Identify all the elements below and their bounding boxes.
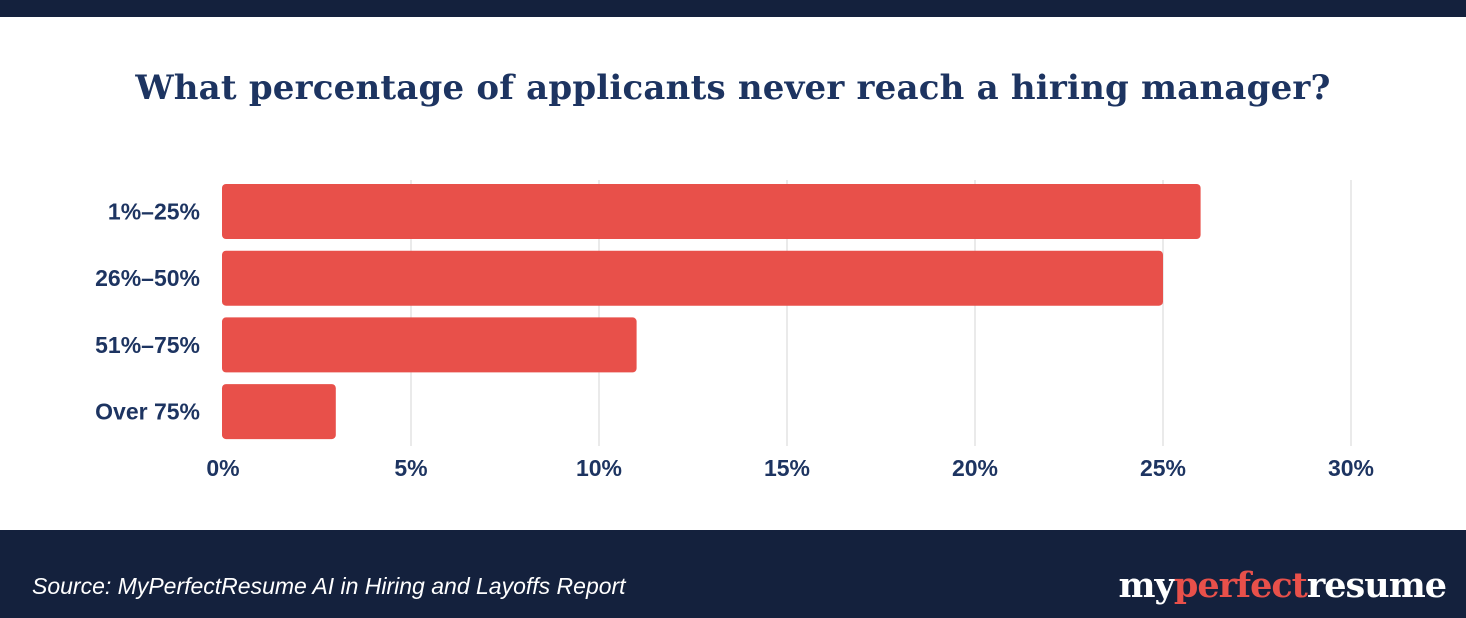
source-note: Source: MyPerfectResume AI in Hiring and… <box>32 573 626 599</box>
x-tick-label: 0% <box>206 455 239 481</box>
category-label: 51%–75% <box>95 332 200 358</box>
bar <box>222 384 336 440</box>
brand-logo: myperfectresume <box>1118 565 1447 606</box>
x-tick-label: 20% <box>952 455 998 481</box>
bar <box>222 317 637 373</box>
bar <box>222 250 1163 306</box>
x-tick-label: 15% <box>764 455 810 481</box>
footer-bar: Source: MyPerfectResume AI in Hiring and… <box>0 530 1466 618</box>
category-label: 1%–25% <box>108 199 200 225</box>
chart-title: What percentage of applicants never reac… <box>135 68 1331 108</box>
bar <box>222 184 1201 239</box>
bar-chart: 1%–25% 26%–50% 51%–75% Over 75% 0% 5% 10% 15% 2… <box>95 180 1374 481</box>
x-tick-label: 25% <box>1140 455 1186 481</box>
brand-logo-part-resume: resume <box>1306 565 1447 606</box>
x-tick-label: 10% <box>576 455 622 481</box>
brand-logo-part-my: my <box>1118 565 1174 606</box>
bars <box>222 184 1201 440</box>
brand-logo-part-perfect: perfect <box>1173 565 1308 606</box>
x-tick-label: 30% <box>1328 455 1374 481</box>
category-label: 26%–50% <box>95 265 200 291</box>
top-banner <box>0 0 1466 17</box>
x-tick-label: 5% <box>394 455 427 481</box>
category-labels: 1%–25% 26%–50% 51%–75% Over 75% <box>95 199 200 425</box>
category-label: Over 75% <box>95 399 200 425</box>
x-axis-ticks: 0% 5% 10% 15% 20% 25% 30% <box>206 455 1374 481</box>
